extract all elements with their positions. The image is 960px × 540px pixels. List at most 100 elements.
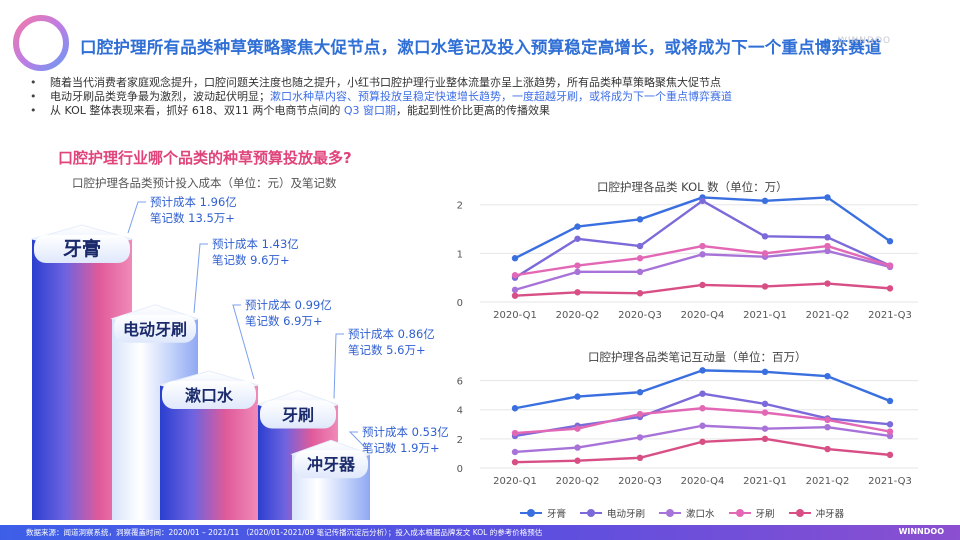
brand-ring-logo [13, 15, 69, 71]
data-point [886, 428, 894, 435]
bar-chart-subtitle: 口腔护理各品类预计投入成本（单位：元）及笔记数 [72, 176, 337, 190]
line-series [511, 280, 894, 299]
line-series [511, 242, 894, 279]
data-point [636, 290, 644, 297]
data-point [824, 373, 831, 380]
data-point [886, 238, 894, 245]
line-series [511, 197, 894, 281]
data-point [886, 397, 894, 405]
data-point [761, 233, 769, 240]
annotation-leader-line [348, 431, 367, 449]
data-point [824, 424, 831, 431]
pillar-category-label: 冲牙器 [307, 455, 356, 474]
kol-count-line-chart: 口腔护理各品类 KOL 数（单位：万） 0 1 2 2020-Q1 2020-Q2 2020… [457, 180, 918, 321]
legend-swatch [659, 509, 682, 517]
data-point [636, 255, 644, 262]
data-point [824, 242, 831, 250]
data-point [886, 262, 894, 269]
data-point [574, 262, 581, 269]
x-tick-label: 2021-Q2 [806, 310, 850, 321]
x-tick-label: 2021-Q2 [806, 476, 850, 487]
pillar-category-label: 漱口水 [185, 386, 234, 405]
data-point [761, 435, 769, 443]
x-tick-label: 2020-Q4 [681, 310, 725, 321]
data-point [574, 393, 581, 400]
data-point [636, 434, 644, 441]
data-source-note: 数据来源：闻道洞察系统，洞察覆盖时间：2020/01 – 2021/11 （20… [26, 528, 543, 537]
data-point [636, 268, 644, 276]
data-point [636, 242, 644, 250]
engagement-line-chart: 口腔护理各品类笔记互动量（单位：百万） 0 2 4 6 2020-Q1 2020-Q2 202… [457, 350, 918, 487]
data-point [761, 197, 769, 205]
legend-label: 牙刷 [755, 509, 775, 520]
data-point [761, 250, 769, 257]
y-tick-label: 0 [457, 298, 463, 309]
data-point [761, 368, 769, 376]
data-point [824, 416, 831, 424]
data-point [699, 367, 706, 374]
x-tick-label: 2021-Q1 [743, 476, 787, 487]
data-point [886, 421, 894, 428]
data-point [511, 448, 519, 456]
annotation-leader-line [193, 243, 208, 313]
line-series [511, 367, 894, 412]
pillar-category-label: 牙刷 [282, 406, 314, 425]
legend-swatch [580, 509, 603, 517]
data-point [761, 425, 769, 432]
data-point [574, 268, 581, 276]
line-series [511, 422, 894, 456]
y-tick-label: 2 [457, 201, 463, 212]
data-point [699, 281, 706, 289]
annotation-notes-label: 笔记数 9.6万+ [212, 253, 290, 267]
bullet-item: 从 KOL 整体表现来看，抓好 618、双11 两个电商节点间的 Q3 窗口期，… [30, 104, 940, 118]
data-point [574, 425, 581, 432]
data-point [824, 247, 831, 255]
x-tick-label: 2020-Q3 [618, 310, 662, 321]
data-point [511, 255, 519, 262]
pillar-cap-face [34, 235, 130, 263]
x-tick-label: 2020-Q3 [618, 476, 662, 487]
data-point [511, 272, 519, 279]
data-point [699, 422, 706, 429]
x-tick-label: 2020-Q1 [493, 310, 537, 321]
data-point [761, 283, 769, 290]
data-point [574, 457, 581, 464]
annotation-cost-label: 预计成本 1.96亿 [150, 195, 237, 209]
series-line [514, 369, 891, 410]
annotation-leader-line [333, 333, 344, 399]
legend-label: 冲牙器 [815, 509, 845, 520]
legend-label: 牙膏 [547, 509, 567, 520]
pillar-cap-face [294, 450, 368, 479]
bullet-item: 随着当代消费者家庭观念提升，口腔问题关注度也随之提升，小红书口腔护理行业整体流量… [30, 76, 940, 90]
series-line [514, 244, 891, 277]
legend-swatch [788, 509, 811, 517]
annotation-cost-label: 预计成本 0.86亿 [348, 327, 435, 341]
data-point [511, 405, 519, 412]
line-chart-title: 口腔护理各品类笔记互动量（单位：百万） [588, 350, 807, 364]
pillar-category-label: 牙膏 [63, 237, 101, 260]
annotation-notes-label: 笔记数 1.9万+ [362, 441, 440, 455]
legend-item: 电动牙刷 [580, 506, 645, 520]
bullet-item: 电动牙刷品类竞争最为激烈，波动起伏明显；漱口水种草内容、预算投放呈稳定快速增长趋… [30, 90, 940, 104]
x-tick-label: 2020-Q1 [493, 476, 537, 487]
pillar-category-label: 电动牙刷 [123, 320, 187, 339]
x-tick-label: 2020-Q2 [556, 476, 600, 487]
data-point [511, 286, 519, 294]
pillar-cap-face [162, 380, 256, 409]
line-series [511, 435, 894, 466]
y-tick-label: 0 [457, 464, 463, 475]
line-chart-title: 口腔护理各品类 KOL 数（单位：万） [597, 180, 788, 194]
x-tick-label: 2021-Q1 [743, 310, 787, 321]
data-point [574, 235, 581, 242]
x-tick-label: 2020-Q2 [556, 310, 600, 321]
data-point [574, 444, 581, 451]
data-point [636, 410, 644, 418]
data-point [699, 438, 706, 445]
data-point [511, 292, 519, 299]
line-series [511, 405, 894, 437]
data-point [636, 454, 644, 461]
pillar-bar: 冲牙器 [290, 439, 372, 520]
data-point [824, 194, 831, 201]
